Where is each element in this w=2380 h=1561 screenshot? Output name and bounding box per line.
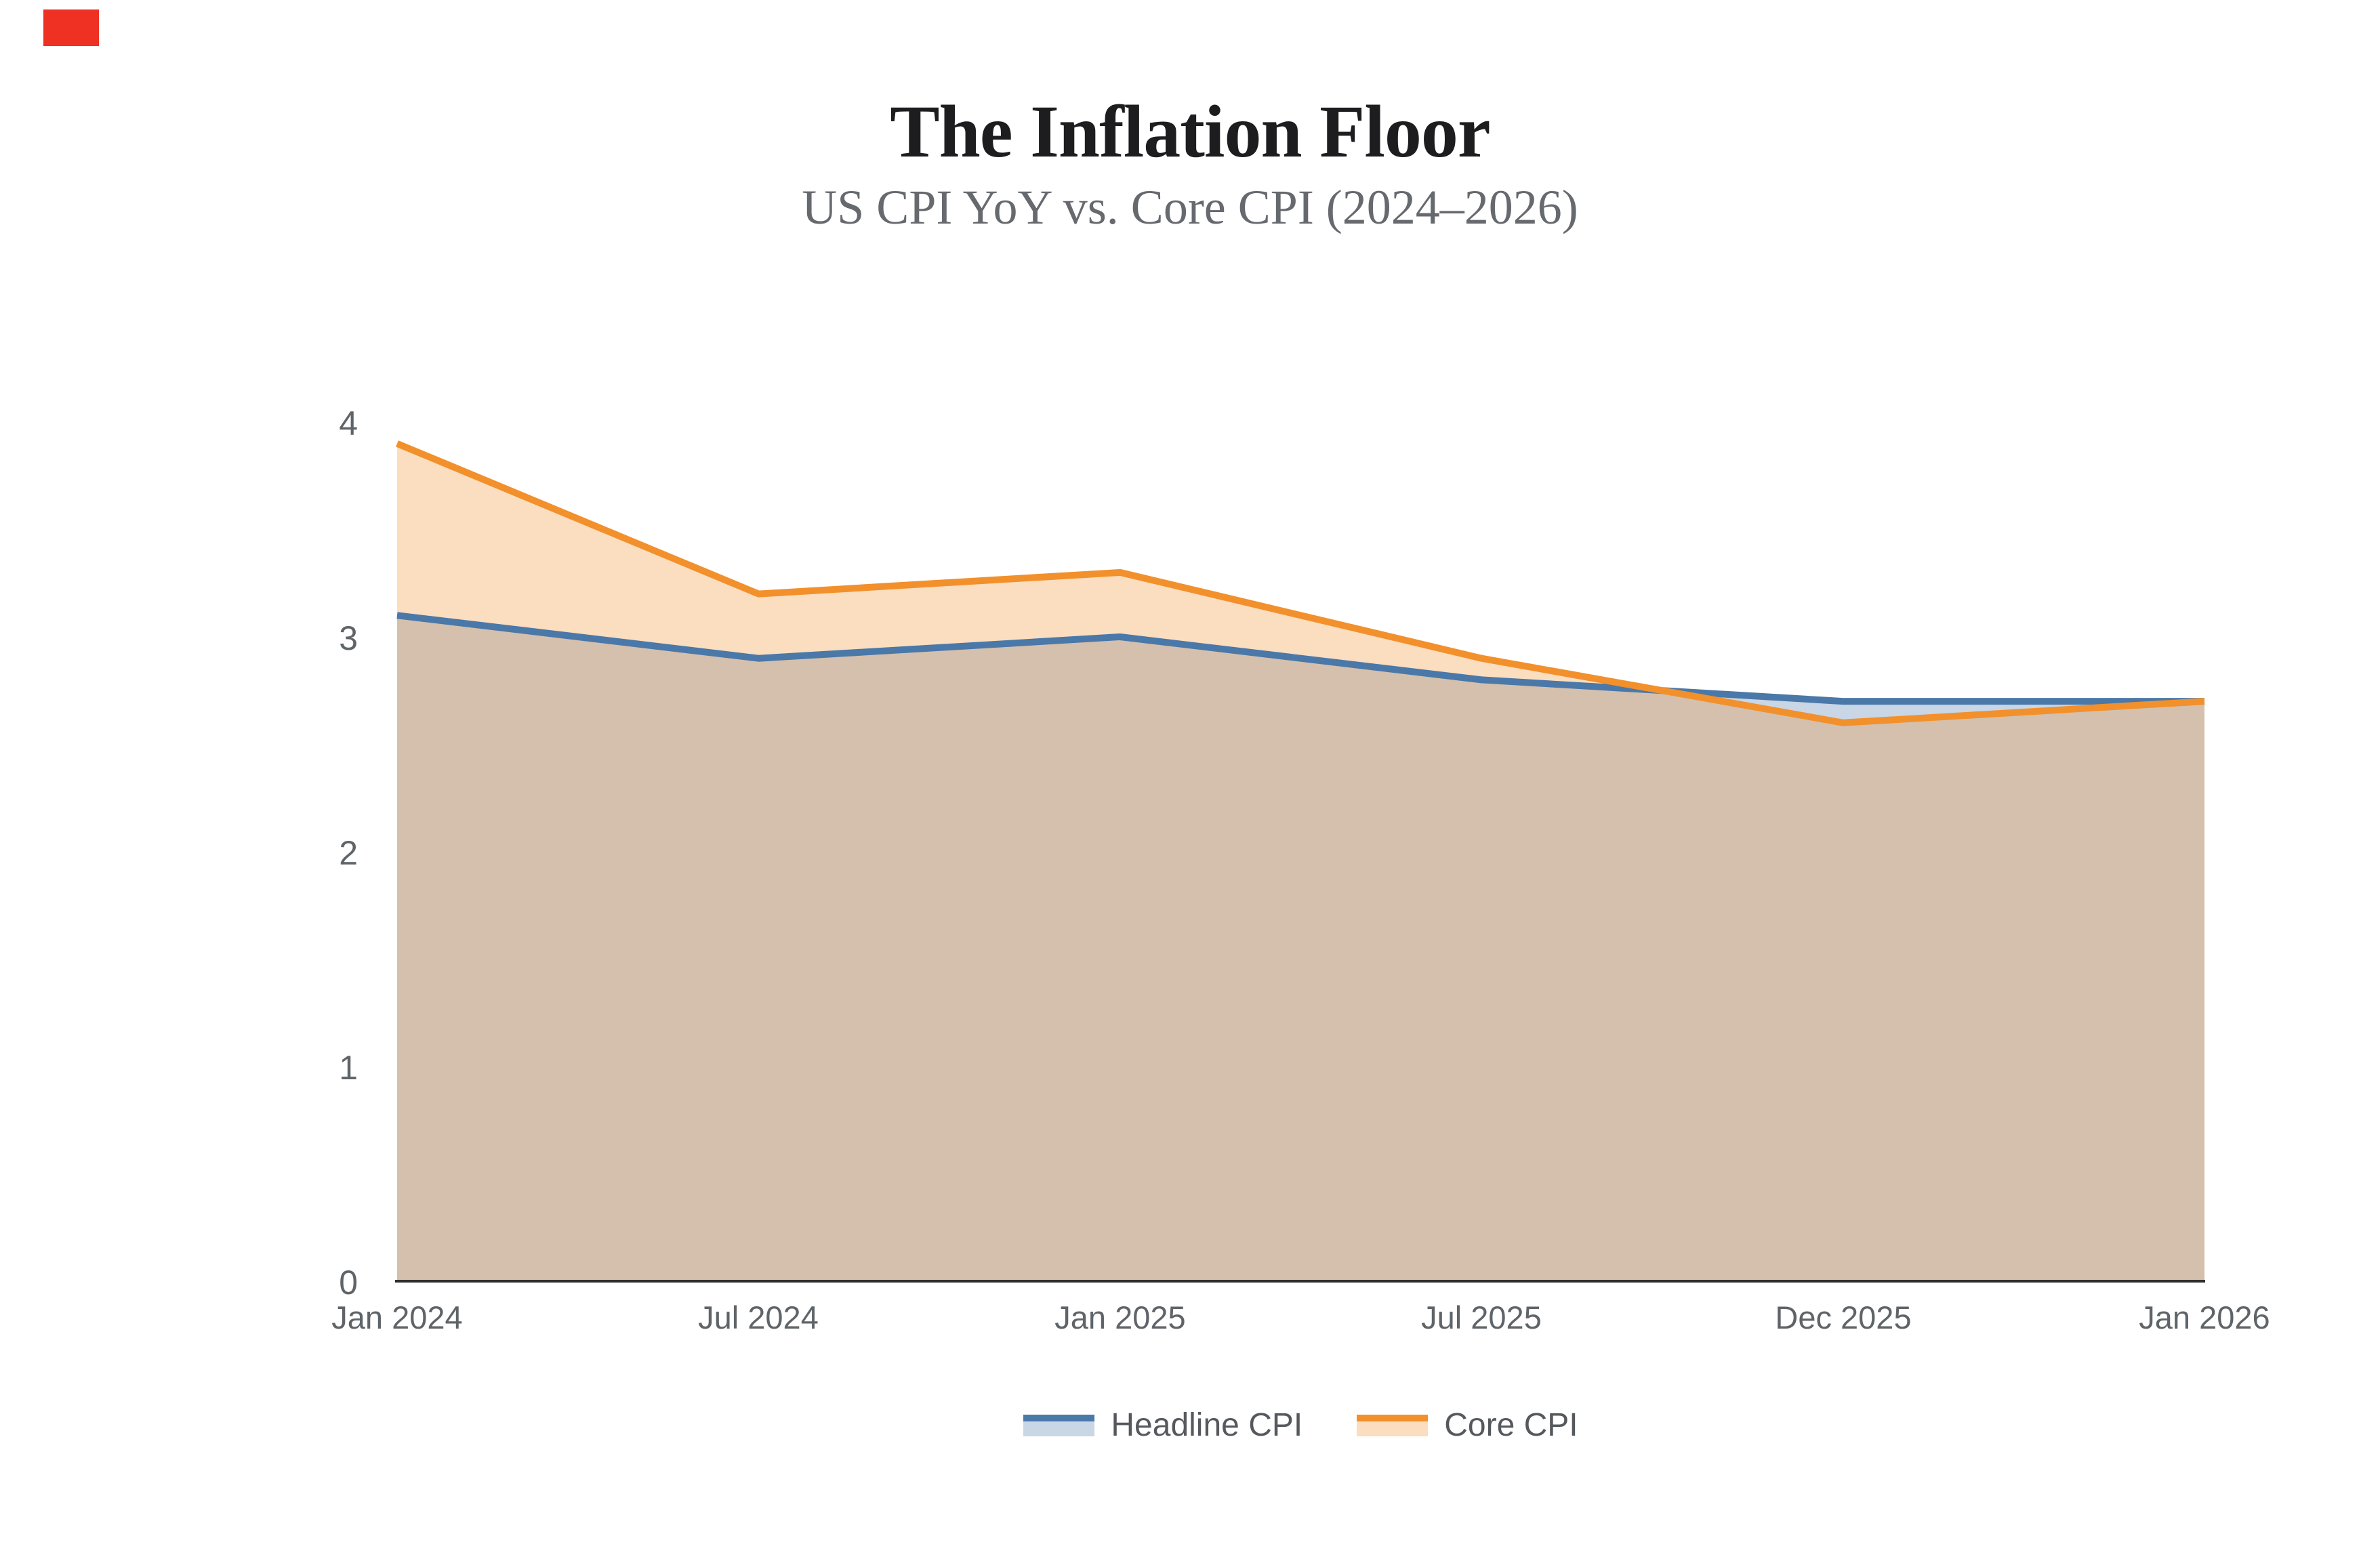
headline-cpi-area (397, 615, 2204, 1281)
headline-cpi-line (396, 612, 2204, 705)
core-cpi-legend-swatch-icon (1357, 1415, 1429, 1436)
legend-label: Headline CPI (1111, 1407, 1303, 1443)
legend-label: Core CPI (1444, 1407, 1578, 1443)
y-tick-label: 1 (339, 1049, 358, 1087)
page-subtitle: US CPI YoY vs. Core CPI (2024–2026) (802, 180, 1578, 234)
legend: Headline CPI Core CPI (397, 1401, 2204, 1450)
x-tick-label: Jan 2026 (2139, 1299, 2270, 1335)
x-tick-label: Dec 2025 (1775, 1299, 1911, 1335)
legend-item-core-cpi[interactable]: Core CPI (1357, 1409, 1578, 1442)
red-marker (43, 9, 99, 46)
headline-cpi-legend-swatch-icon (1023, 1415, 1095, 1436)
x-tick-label: Jul 2024 (698, 1299, 819, 1335)
x-tick-label: Jan 2024 (331, 1299, 462, 1335)
y-tick-label: 0 (339, 1264, 358, 1302)
legend-item-headline-cpi[interactable]: Headline CPI (1023, 1409, 1302, 1442)
y-tick-label: 4 (339, 404, 358, 442)
y-tick-label: 2 (339, 834, 358, 872)
core-cpi-line (396, 440, 2205, 726)
x-tick-label: Jul 2025 (1421, 1299, 1542, 1335)
x-tick-label: Jan 2025 (1054, 1299, 1185, 1335)
y-tick-label: 3 (339, 619, 358, 657)
page-title: The Inflation Floor (890, 90, 1491, 173)
core-cpi-area (397, 443, 2204, 1282)
